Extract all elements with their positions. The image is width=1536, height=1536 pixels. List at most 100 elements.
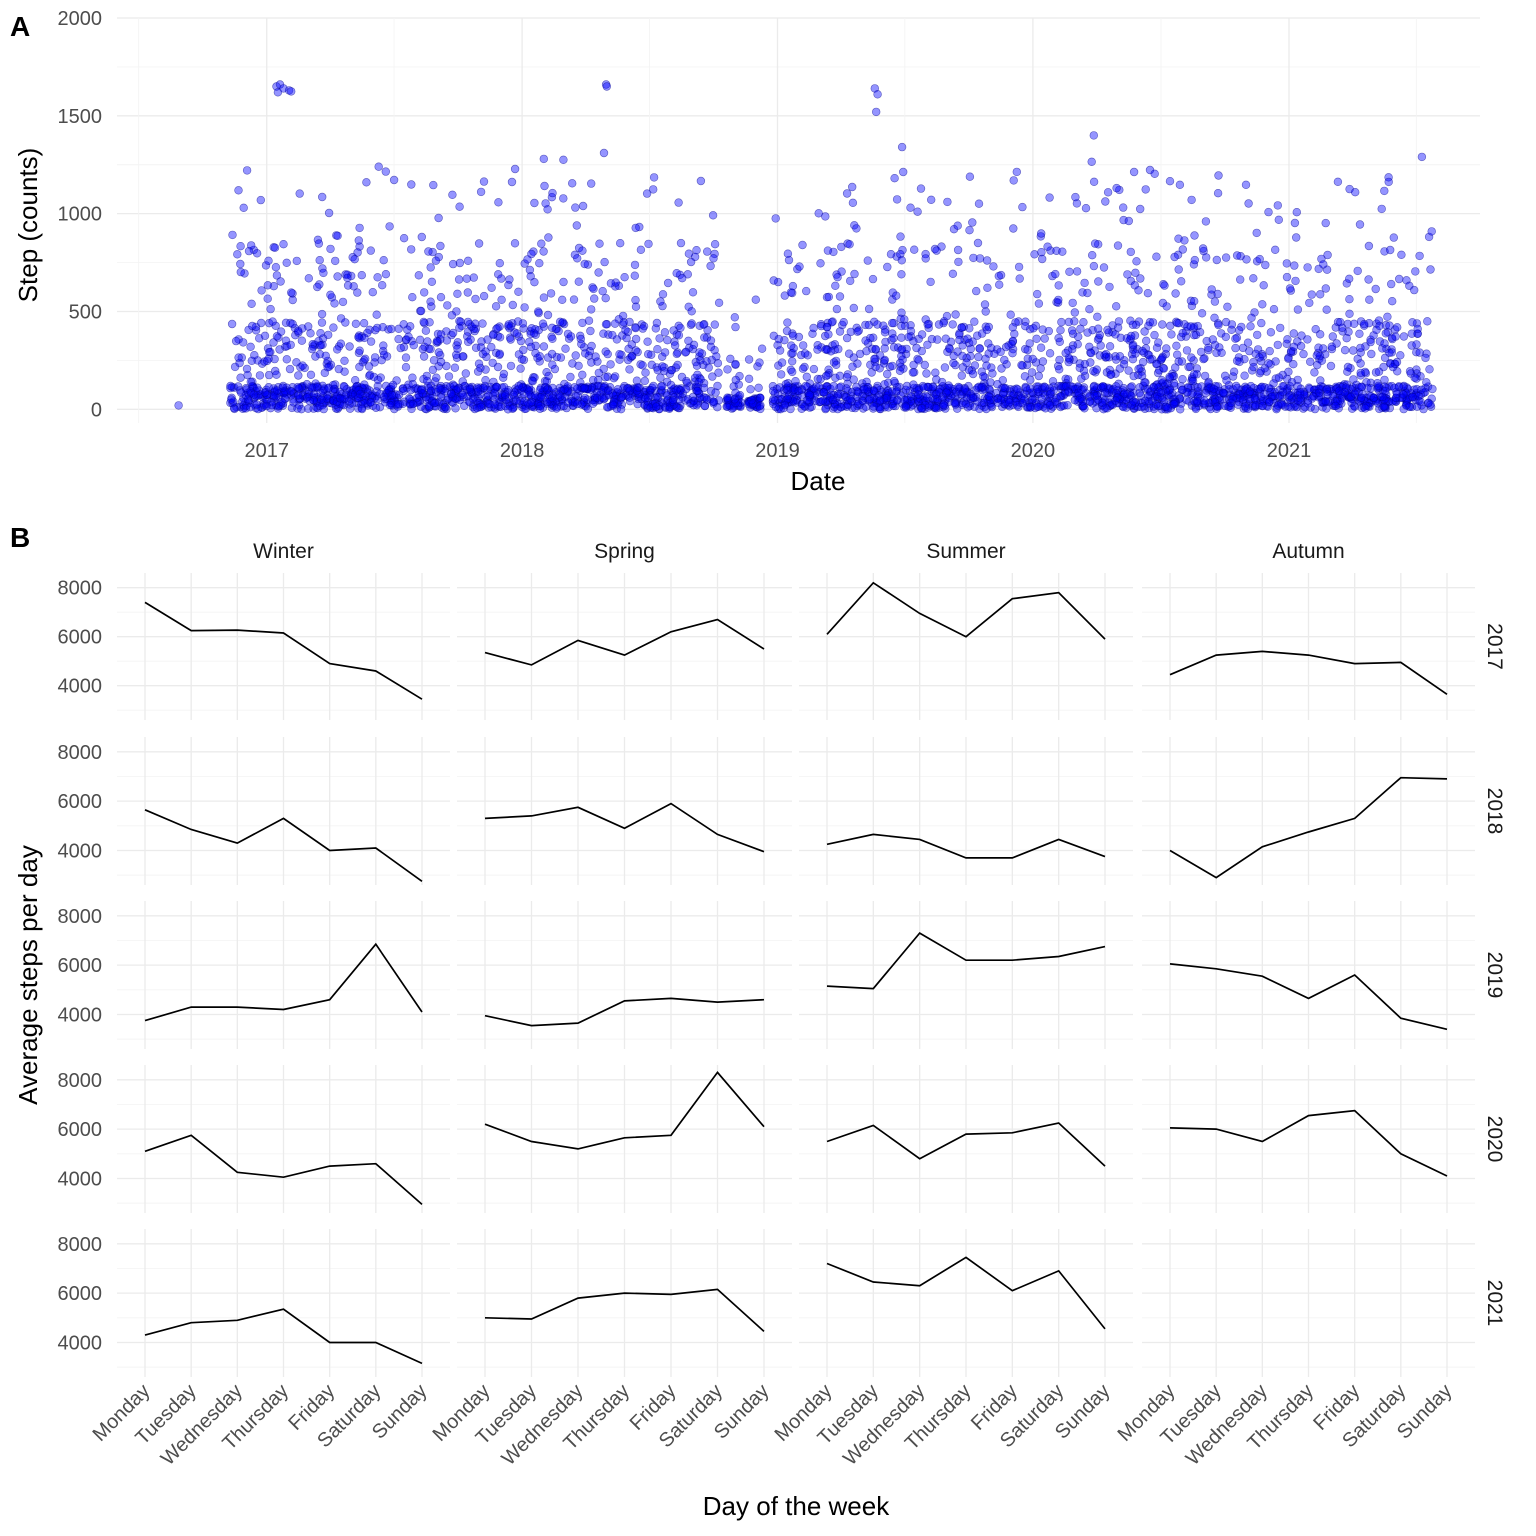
a-data-point [1399, 404, 1408, 414]
a-data-point [1101, 403, 1110, 413]
a-data-point [1178, 385, 1187, 394]
a-data-point [586, 326, 595, 336]
a-data-point [497, 274, 506, 283]
a-data-point [1229, 367, 1239, 376]
a-data-point [802, 372, 811, 381]
a-data-point [714, 298, 724, 307]
a-data-point [656, 373, 665, 382]
a-data-point [1355, 220, 1365, 229]
a-data-point [619, 318, 628, 327]
a-data-point [897, 270, 906, 279]
a-data-point [444, 372, 454, 381]
a-data-point [233, 250, 242, 259]
b-facet-spring-2018 [457, 737, 792, 885]
a-data-point [710, 240, 720, 249]
a-data-point [424, 247, 433, 256]
b-facet-summer-2017 [799, 573, 1133, 720]
a-data-point [944, 381, 953, 390]
a-data-point [585, 347, 595, 356]
a-data-point [356, 389, 365, 399]
b-strip-season: Summer [926, 540, 1005, 563]
a-data-point [1021, 322, 1030, 331]
a-data-point [465, 385, 474, 394]
a-data-point [593, 357, 602, 366]
a-data-point [708, 372, 717, 381]
a-data-point [408, 373, 417, 382]
a-data-point [853, 327, 862, 336]
b-strip-year: 2020 [1483, 1116, 1506, 1163]
a-data-point [559, 155, 568, 165]
a-data-point [1415, 251, 1424, 261]
a-data-point [1036, 343, 1046, 352]
a-data-point [1257, 318, 1266, 328]
a-data-point [1093, 324, 1103, 333]
a-data-point [324, 330, 333, 340]
a-data-point [1266, 328, 1276, 337]
a-data-point [1017, 360, 1026, 370]
a-data-point [517, 355, 527, 364]
a-data-point [1223, 302, 1232, 311]
a-data-point [926, 195, 936, 205]
a-data-point [1165, 177, 1175, 186]
a-data-point [962, 358, 971, 367]
a-data-point [566, 372, 575, 382]
a-data-point [279, 240, 288, 249]
a-data-point [526, 342, 536, 352]
a-data-point [932, 404, 941, 413]
a-data-point [453, 289, 462, 298]
a-data-point [1274, 373, 1284, 382]
a-data-point [850, 269, 859, 279]
b-strip-year: 2018 [1483, 788, 1506, 835]
a-data-point [943, 197, 952, 207]
a-data-point [617, 393, 626, 402]
a-data-point [852, 224, 861, 233]
a-data-point [849, 353, 858, 362]
a-data-point [353, 248, 362, 257]
a-data-point [706, 261, 715, 271]
a-data-point [234, 353, 243, 362]
a-data-point [1240, 402, 1250, 411]
a-data-point [234, 186, 243, 195]
a-data-point [448, 328, 458, 338]
a-data-point [572, 254, 582, 263]
a-data-point [845, 276, 855, 286]
a-data-point [1145, 355, 1155, 364]
a-data-point [909, 380, 918, 389]
a-data-point [849, 303, 858, 313]
a-data-point [1386, 279, 1396, 289]
a-data-point [926, 277, 935, 287]
a-data-point [1286, 403, 1295, 412]
a-data-point [275, 345, 284, 354]
a-data-point [868, 274, 878, 284]
a-data-point [1305, 384, 1314, 393]
a-data-point [1000, 355, 1009, 365]
a-data-point [455, 202, 464, 211]
a-data-point [434, 213, 443, 223]
a-data-point [1106, 370, 1115, 379]
a-x-tick-label: 2019 [755, 440, 800, 462]
a-data-point [1005, 398, 1014, 407]
a-data-point [711, 388, 720, 397]
a-data-point [648, 185, 658, 194]
a-data-point [1085, 397, 1095, 406]
a-data-point [882, 369, 892, 379]
a-data-point [798, 364, 808, 373]
a-data-point [357, 404, 367, 414]
a-data-point [1185, 362, 1195, 371]
a-data-point [833, 273, 842, 282]
a-data-point [974, 199, 984, 208]
a-data-point [1389, 233, 1399, 242]
a-data-point [540, 181, 549, 191]
a-data-point [1119, 360, 1129, 369]
a-data-point [317, 309, 327, 319]
a-data-point [835, 371, 845, 380]
a-data-point [506, 361, 516, 371]
panel-b-facet-grid [117, 573, 1475, 1377]
b-facet-spring-2019 [457, 901, 792, 1049]
a-data-point [1123, 270, 1132, 279]
a-data-point [809, 323, 818, 333]
a-data-point [777, 358, 787, 367]
a-data-point [1129, 371, 1138, 381]
a-data-point [484, 391, 493, 400]
a-data-point [594, 268, 603, 277]
